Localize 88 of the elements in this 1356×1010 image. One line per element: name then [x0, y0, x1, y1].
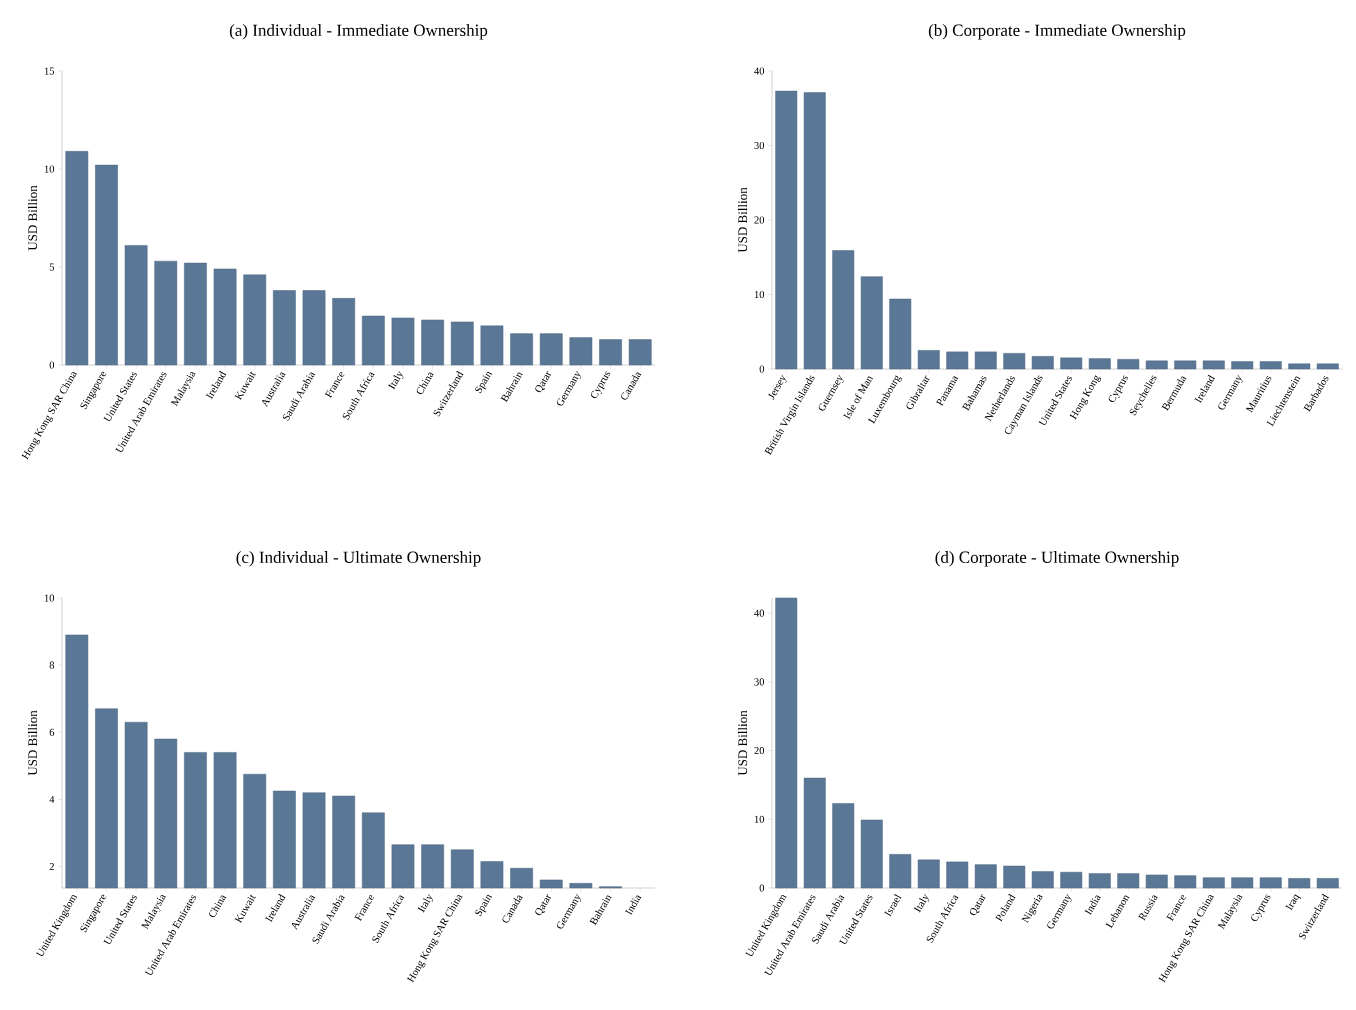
bar — [1145, 360, 1168, 370]
chart-title: (a) Individual - Immediate Ownership — [229, 24, 488, 40]
bar — [1174, 360, 1197, 370]
bar — [1088, 358, 1111, 370]
y-tick-label: 10 — [44, 165, 55, 173]
bar — [832, 250, 855, 370]
bar — [361, 315, 385, 366]
bar — [917, 859, 940, 889]
bar — [946, 861, 969, 889]
bar — [124, 245, 148, 366]
y-tick-label: 10 — [754, 815, 765, 823]
y-axis-title: USD Billion — [27, 185, 38, 251]
bar — [510, 333, 533, 366]
bar — [775, 597, 798, 889]
y-axis-title: USD Billion — [737, 187, 748, 253]
y-tick-label: 8 — [49, 661, 55, 669]
bar — [569, 337, 593, 366]
bar — [860, 276, 883, 370]
y-tick-label: 10 — [754, 290, 765, 299]
y-tick-label: 4 — [49, 795, 55, 803]
chart-title: (d) Corporate - Ultimate Ownership — [935, 551, 1179, 567]
y-tick-label: 5 — [49, 263, 55, 271]
bar — [860, 819, 883, 889]
bar — [1003, 865, 1026, 889]
bar — [1231, 877, 1254, 889]
bar — [1316, 878, 1339, 889]
bar — [243, 274, 267, 366]
bar — [974, 351, 997, 370]
bar — [1174, 875, 1197, 889]
bar — [154, 260, 178, 366]
bar — [917, 350, 940, 370]
bar — [184, 262, 207, 366]
bar — [1288, 363, 1311, 370]
bar — [95, 164, 118, 366]
bar — [1259, 361, 1282, 370]
bar — [1117, 873, 1140, 889]
x-tick-label: Iraq — [1285, 894, 1302, 911]
y-axis-title: USD Billion — [27, 710, 38, 776]
bar — [450, 321, 474, 366]
bar — [1202, 360, 1225, 370]
bar — [1231, 361, 1254, 370]
bar — [213, 268, 237, 366]
y-tick-label: 2 — [49, 863, 54, 871]
chart-title: (b) Corporate - Immediate Ownership — [928, 24, 1186, 40]
bar — [889, 298, 912, 370]
bar — [1259, 877, 1282, 889]
bar — [421, 319, 444, 366]
bar — [889, 854, 912, 889]
y-tick-label: 0 — [759, 365, 765, 373]
y-tick-label: 6 — [49, 728, 55, 736]
y-tick-label: 20 — [754, 216, 765, 224]
bar — [1003, 353, 1026, 370]
bar — [332, 298, 356, 366]
bar — [775, 90, 798, 370]
y-tick-label: 15 — [44, 67, 55, 75]
bar — [1060, 357, 1083, 370]
bar — [65, 151, 89, 366]
bar — [1288, 878, 1311, 889]
bar — [539, 333, 563, 366]
bar — [628, 339, 652, 366]
bar — [391, 317, 415, 366]
bar — [273, 290, 296, 366]
bar — [1088, 873, 1111, 889]
bar — [803, 92, 826, 370]
y-axis-title: USD Billion — [737, 710, 748, 776]
bar — [1117, 359, 1140, 370]
y-tick-label: 0 — [49, 361, 55, 369]
y-tick-label: 10 — [44, 594, 55, 602]
bar — [1031, 871, 1054, 889]
bar — [946, 351, 969, 370]
chart-title: (c) Individual - Ultimate Ownership — [236, 551, 481, 567]
y-tick-label: 20 — [754, 747, 765, 755]
y-tick-label: 30 — [754, 141, 765, 150]
bar — [832, 803, 855, 889]
bar — [1145, 874, 1168, 889]
y-tick-label: 0 — [759, 884, 765, 892]
bar — [302, 290, 326, 366]
bar — [1202, 877, 1225, 889]
bar — [803, 777, 826, 889]
bar — [599, 339, 622, 366]
bar — [1031, 356, 1054, 370]
y-tick-label: 40 — [754, 609, 765, 617]
bar — [1060, 871, 1083, 889]
y-tick-label: 40 — [754, 67, 765, 75]
bar — [480, 325, 504, 366]
bar — [1316, 363, 1339, 370]
bar — [974, 864, 997, 889]
y-tick-label: 30 — [754, 678, 765, 686]
